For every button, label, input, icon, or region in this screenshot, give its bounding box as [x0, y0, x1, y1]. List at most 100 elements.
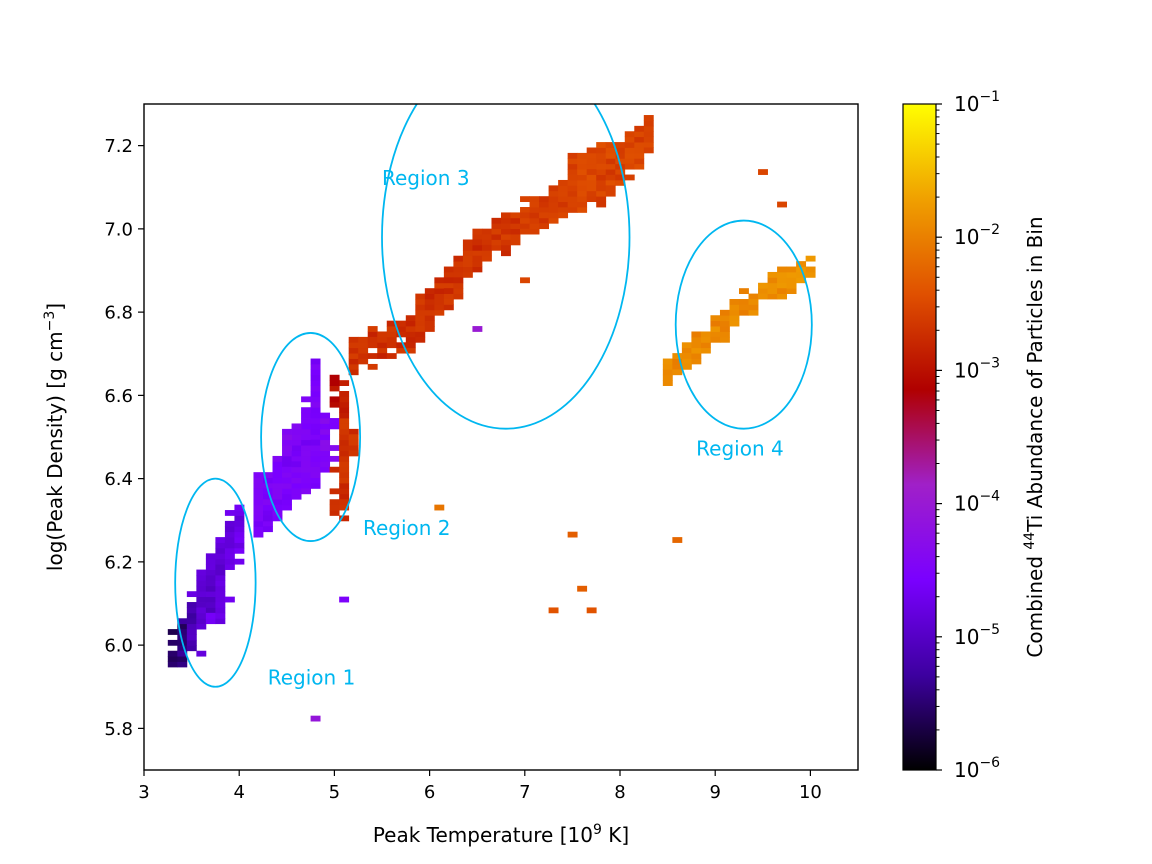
heatmap-bin [224, 596, 235, 603]
heatmap-bin [539, 196, 549, 203]
heatmap-bin [224, 526, 235, 533]
heatmap-bin [167, 661, 178, 668]
x-tick-label: 8 [614, 782, 625, 803]
heatmap-bin [310, 418, 321, 424]
heatmap-bin [196, 591, 207, 598]
heatmap-bin [729, 315, 740, 322]
heatmap-bin [301, 407, 311, 414]
heatmap-bin [177, 629, 188, 635]
heatmap-bin [396, 347, 407, 354]
heatmap-bin [386, 353, 397, 359]
heatmap-bin [339, 450, 350, 457]
heatmap-bin [310, 434, 321, 441]
heatmap-bin [624, 131, 635, 138]
heatmap-bin [377, 347, 388, 354]
heatmap-bin [691, 358, 702, 365]
heatmap-bin [796, 261, 807, 267]
heatmap-bin [662, 363, 673, 370]
heatmap-bin [348, 428, 359, 435]
heatmap-bin [462, 271, 473, 278]
heatmap-bin [643, 147, 654, 154]
heatmap-bin [186, 623, 197, 630]
heatmap-bin [643, 131, 654, 138]
heatmap-bin [339, 488, 350, 495]
heatmap-bin [405, 320, 416, 327]
heatmap-bin [424, 288, 435, 295]
heatmap-bin [329, 504, 340, 511]
heatmap-bin [310, 450, 321, 457]
heatmap-bin [177, 634, 188, 641]
heatmap-bin [348, 358, 359, 365]
heatmap-bin [263, 510, 273, 516]
heatmap-bin [405, 326, 416, 332]
heatmap-bin [491, 223, 502, 230]
heatmap-bin [234, 526, 245, 533]
heatmap-bin [234, 504, 245, 511]
colorbar-ticks: 10−6 10−5 10−4 10−3 10−2 10−1 [936, 89, 1000, 782]
heatmap-bin [310, 428, 321, 435]
heatmap-outlier-bin [339, 596, 350, 603]
heatmap-bin [310, 412, 321, 419]
heatmap-bin [177, 623, 188, 630]
heatmap-bin [196, 612, 207, 619]
heatmap-bin [348, 439, 359, 446]
heatmap-bin [329, 401, 340, 408]
heatmap-bin [424, 326, 435, 332]
heatmap-bin [424, 304, 435, 311]
heatmap-bin [339, 472, 350, 478]
heatmap-bin [443, 304, 454, 311]
plot-frame [143, 103, 859, 771]
heatmap-bin [548, 217, 559, 224]
heatmap-bin [767, 293, 778, 300]
heatmap-bin [377, 331, 388, 338]
heatmap-bin [224, 531, 235, 538]
heatmap-bin [434, 288, 445, 295]
heatmap-bin [301, 455, 311, 462]
heatmap-bin [548, 185, 559, 192]
heatmap-bin [615, 142, 626, 148]
heatmap-bin [577, 163, 588, 170]
heatmap-bin [443, 266, 454, 273]
heatmap-bin [263, 504, 273, 511]
heatmap-bin [520, 212, 530, 219]
region-4-ellipse [674, 219, 813, 430]
heatmap-bin [501, 212, 511, 219]
heatmap-bin [282, 477, 292, 484]
heatmap-bin [339, 493, 350, 500]
heatmap-bin [510, 234, 521, 240]
heatmap-bin [424, 309, 435, 316]
heatmap-bin [501, 234, 511, 240]
heatmap-bin [367, 326, 378, 332]
heatmap-bin [396, 320, 407, 327]
heatmap-bin [596, 185, 607, 192]
heatmap-bin [224, 553, 235, 560]
heatmap-bin [186, 607, 197, 614]
heatmap-bin [605, 174, 616, 181]
heatmap-bin [643, 136, 654, 143]
heatmap-bin [263, 472, 273, 478]
heatmap-bin [748, 299, 759, 305]
heatmap-bin [453, 261, 464, 267]
heatmap-bin [481, 239, 492, 246]
heatmap-bin [596, 169, 607, 175]
region-annotations [174, 104, 813, 688]
heatmap-bin [681, 358, 692, 365]
heatmap-bin [339, 396, 350, 403]
y-tick-label: 6.0 [104, 636, 133, 657]
heatmap-bin [291, 434, 302, 441]
heatmap-bin [348, 342, 359, 349]
heatmap-bin [529, 196, 540, 203]
heatmap-bin [548, 212, 559, 219]
heatmap-bin [767, 271, 778, 278]
heatmap-bin [339, 428, 350, 435]
region-2-label: Region 2 [363, 516, 451, 540]
y-tick-label: 6.6 [104, 386, 133, 407]
heatmap-bin [310, 358, 321, 365]
heatmap-bin [272, 466, 283, 473]
heatmap-bin [567, 201, 578, 208]
heatmap-bin [539, 217, 549, 224]
heatmap-bin [615, 169, 626, 175]
heatmap-bin [605, 163, 616, 170]
x-tick-label: 6 [424, 782, 435, 803]
heatmap-bin [786, 282, 797, 289]
